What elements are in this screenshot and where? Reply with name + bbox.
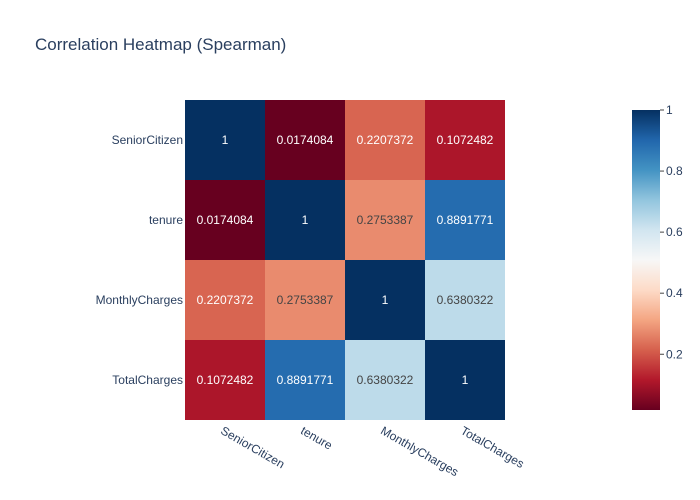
heatmap-cell	[265, 180, 345, 260]
heatmap-cell	[425, 100, 505, 180]
cell-value-label: 0.6380322	[357, 373, 414, 387]
colorbar-tick-label: 1	[666, 103, 673, 117]
cell-value-label: 1	[382, 293, 389, 307]
y-tick-label: SeniorCitizen	[112, 133, 183, 147]
colorbar-tick-label: 0.6	[666, 225, 683, 239]
heatmap-cell	[185, 180, 265, 260]
cell-value-label: 1	[302, 213, 309, 227]
colorbar-tick-label: 0.2	[666, 347, 683, 361]
x-tick-label: tenure	[298, 423, 335, 452]
heatmap-cell	[185, 260, 265, 340]
heatmap-cell	[345, 340, 425, 420]
x-tick-label: MonthlyCharges	[378, 423, 461, 479]
heatmap-cell	[265, 100, 345, 180]
heatmap-cell	[345, 100, 425, 180]
heatmap-cell	[185, 340, 265, 420]
heatmap-cell	[345, 260, 425, 340]
heatmap-cell	[265, 260, 345, 340]
heatmap-cell	[425, 340, 505, 420]
cell-value-label: 0.8891771	[437, 213, 494, 227]
colorbar: 0.2 0.4 0.6 0.8 1	[632, 103, 683, 410]
x-tick-label: SeniorCitizen	[218, 423, 287, 471]
y-tick-label: tenure	[149, 213, 183, 227]
cell-value-label: 0.1072482	[197, 373, 254, 387]
cell-value-label: 0.2753387	[277, 293, 334, 307]
cell-value-label: 1	[222, 133, 229, 147]
heatmap-cell	[425, 260, 505, 340]
y-tick-label: TotalCharges	[112, 373, 183, 387]
colorbar-gradient	[632, 110, 660, 410]
x-axis-tick-labels: SeniorCitizen tenure MonthlyChargesTotalCh…	[218, 423, 526, 479]
cell-value-label: 0.8891771	[277, 373, 334, 387]
heatmap-cell	[185, 100, 265, 180]
heatmap-cell	[425, 180, 505, 260]
chart-title: Correlation Heatmap (Spearman)	[35, 35, 286, 54]
cell-value-label: 0.0174084	[197, 213, 254, 227]
cell-value-label: 1	[462, 373, 469, 387]
cell-value-label: 0.1072482	[437, 133, 494, 147]
cell-value-label: 0.6380322	[437, 293, 494, 307]
colorbar-tick-label: 0.4	[666, 286, 683, 300]
cell-value-label: 0.0174084	[277, 133, 334, 147]
heatmap-cells: 1 0.0174084 0.2207372 0.1072482 0.0174084 1 0.…	[185, 100, 505, 420]
heatmap-cell	[345, 180, 425, 260]
y-tick-label: MonthlyCharges	[96, 293, 183, 307]
cell-value-label: 0.2207372	[197, 293, 254, 307]
cell-value-label: 0.2207372	[357, 133, 414, 147]
x-tick-label: TotalCharges	[458, 423, 526, 470]
colorbar-tick-label: 0.8	[666, 164, 683, 178]
heatmap-cell	[265, 340, 345, 420]
cell-value-label: 0.2753387	[357, 213, 414, 227]
y-axis-tick-labels: SeniorCitizen tenure MonthlyCharges TotalCh…	[96, 133, 184, 387]
